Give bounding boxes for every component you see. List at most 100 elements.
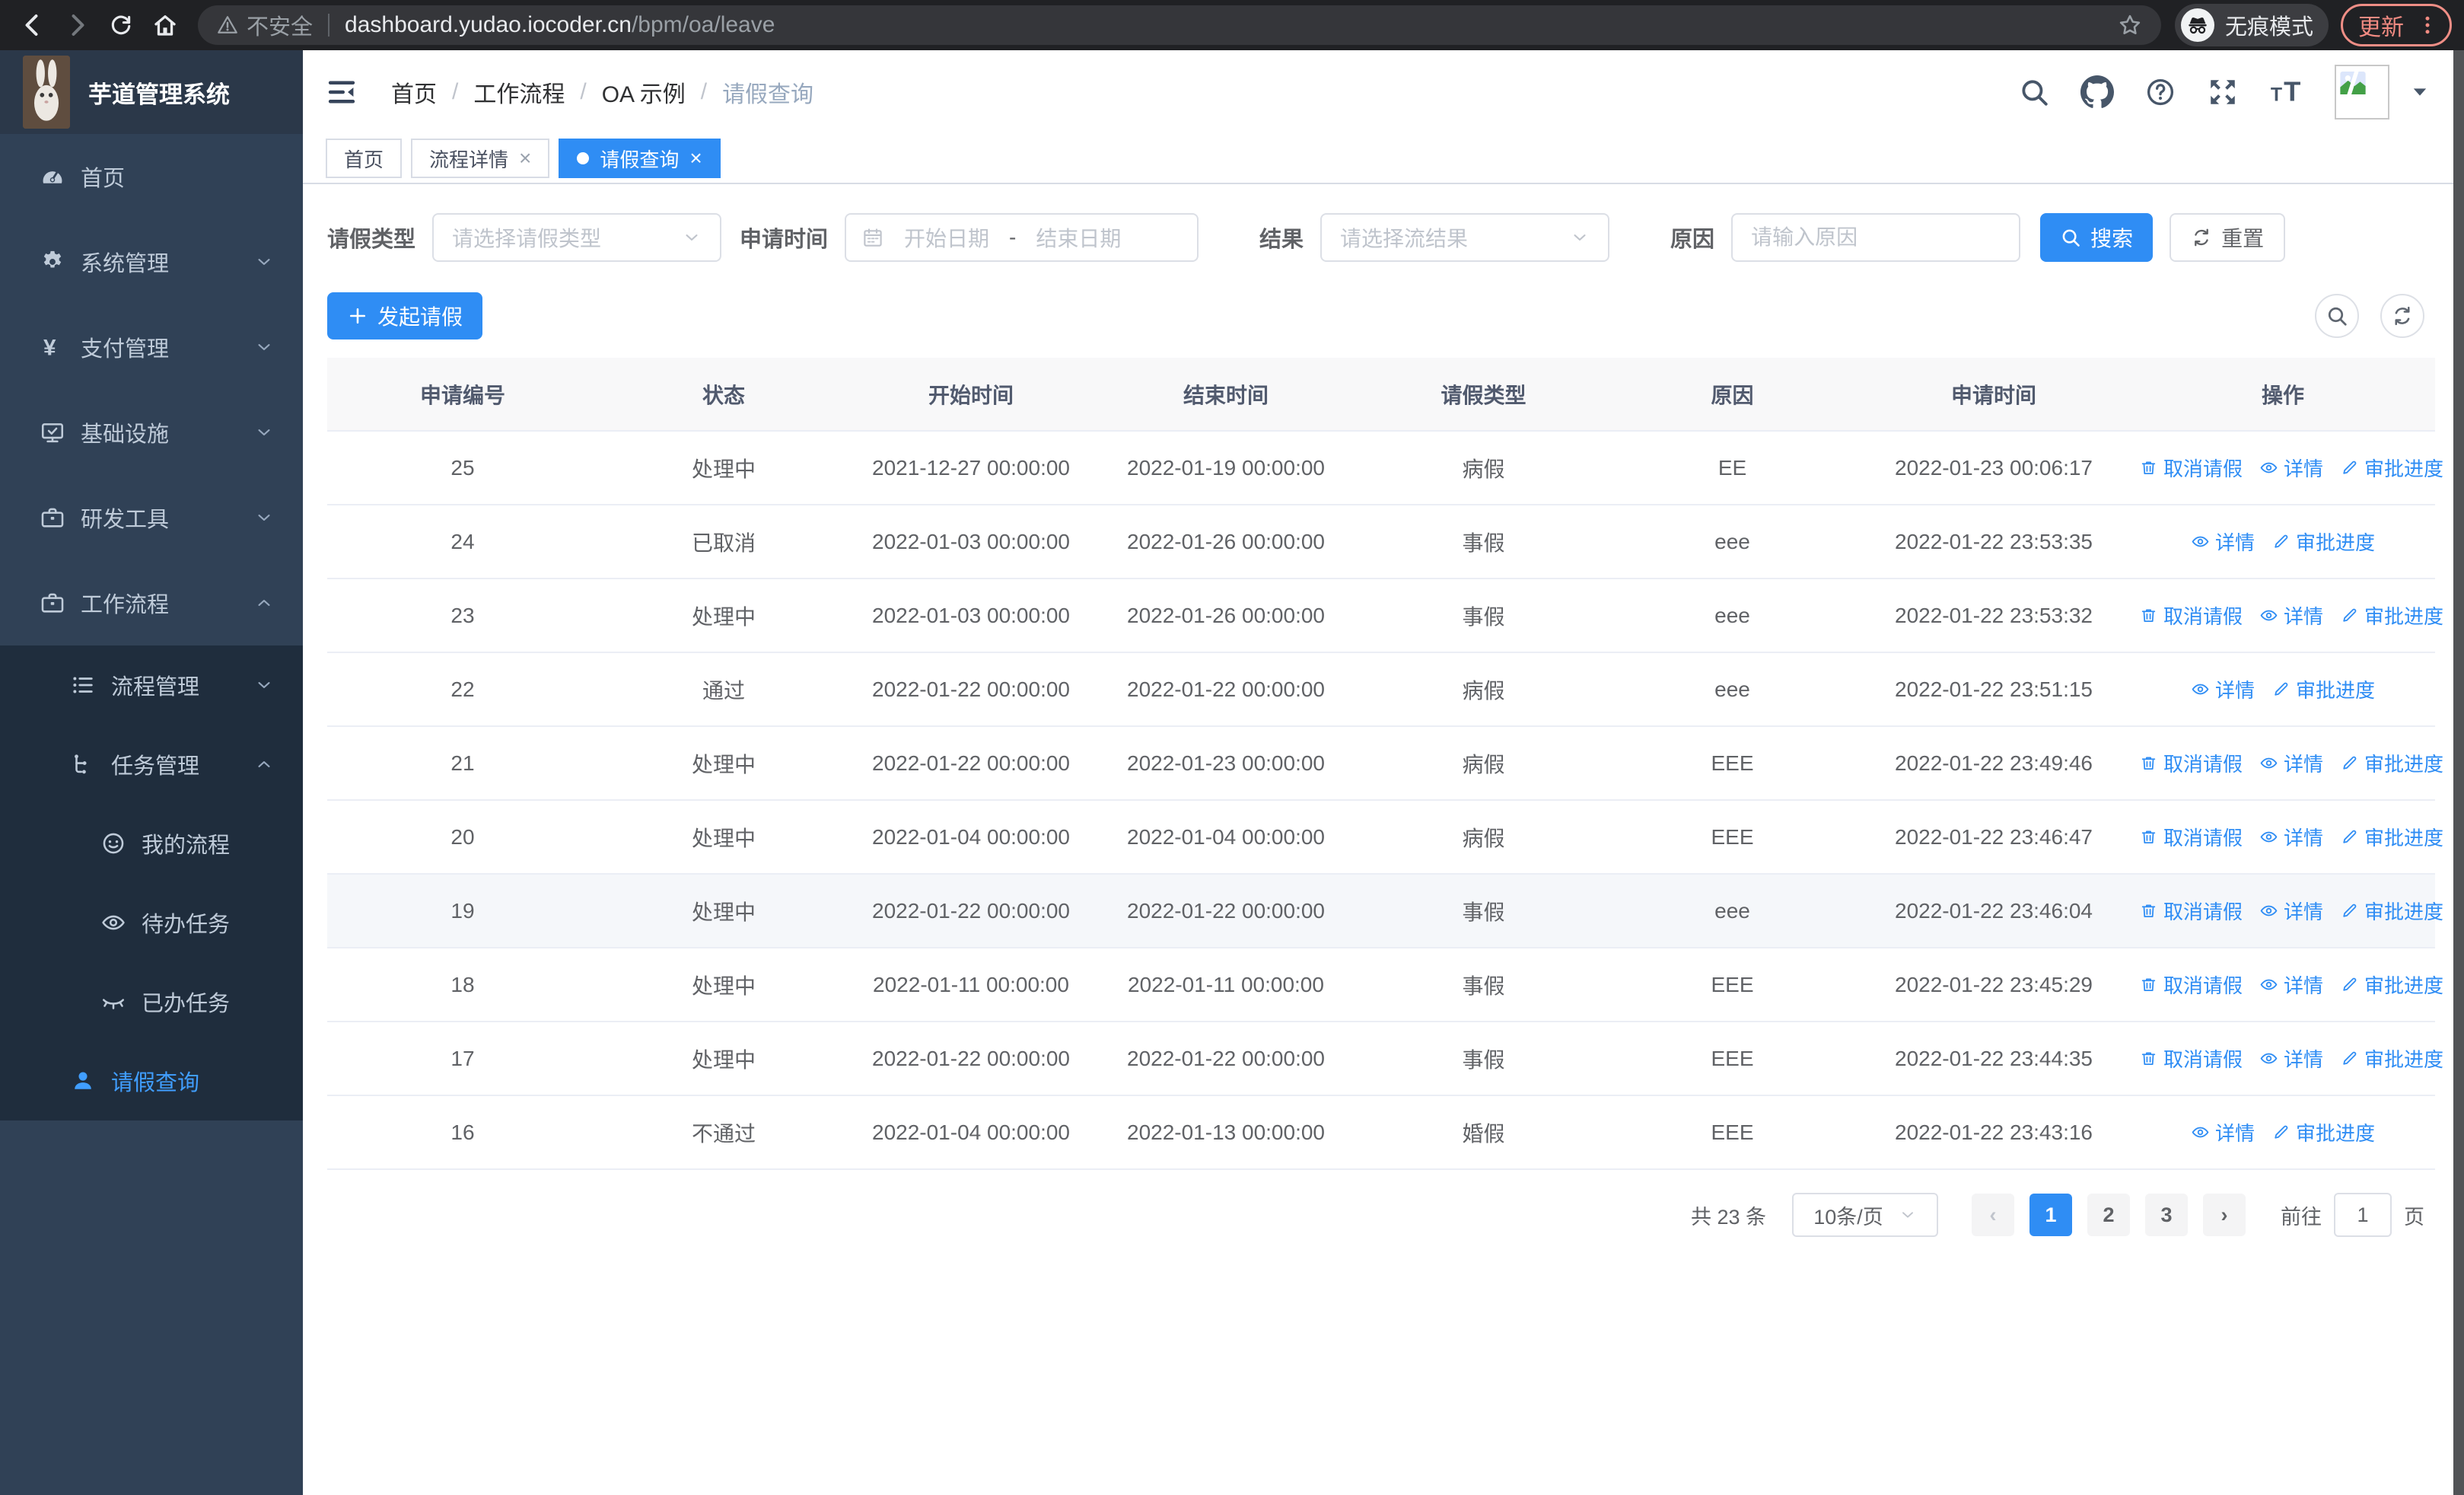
column-header[interactable]: 申请编号 (327, 358, 598, 432)
detail-link[interactable]: 详情 (2191, 1118, 2255, 1146)
security-status[interactable]: 不安全 (216, 9, 313, 41)
search-button[interactable]: 搜索 (2040, 213, 2154, 262)
refresh-table-button[interactable] (2380, 294, 2424, 338)
breadcrumb-item[interactable]: OA 示例 (601, 82, 686, 107)
page-button-2[interactable]: 2 (2087, 1194, 2130, 1236)
sidebar-item-process-mgmt[interactable]: 流程管理 (0, 645, 303, 725)
prev-page-button[interactable]: ‹ (1972, 1194, 2014, 1236)
browser-menu-icon[interactable] (2416, 14, 2439, 37)
sidebar-item-task-mgmt[interactable]: 任务管理 (0, 725, 303, 804)
browser-forward-icon[interactable] (55, 3, 99, 47)
approval-progress-link[interactable]: 审批进度 (2340, 749, 2443, 777)
sidebar-item-todo-task[interactable]: 待办任务 (0, 883, 303, 962)
column-header[interactable]: 状态 (598, 358, 849, 432)
collapse-sidebar-icon[interactable] (326, 76, 358, 108)
cell-apply-time: 2022-01-22 23:53:32 (1857, 579, 2131, 653)
cell-status: 处理中 (598, 431, 849, 505)
approval-progress-link[interactable]: 审批进度 (2340, 454, 2443, 482)
approval-progress-link[interactable]: 审批进度 (2340, 1044, 2443, 1073)
eye-open-icon (2259, 827, 2278, 846)
cancel-leave-link[interactable]: 取消请假 (2139, 897, 2243, 925)
cell-end-time: 2022-01-11 00:00:00 (1093, 948, 1359, 1022)
cell-apply-id: 21 (327, 726, 598, 801)
tab-process-detail[interactable]: 流程详情 × (411, 139, 550, 178)
detail-link[interactable]: 详情 (2259, 601, 2323, 630)
sidebar-item-payment[interactable]: ¥ 支付管理 (0, 304, 303, 390)
avatar[interactable] (2335, 65, 2389, 120)
github-icon[interactable] (2080, 75, 2114, 109)
pagination-total: 共 23 条 (1690, 1205, 1766, 1229)
breadcrumb-item[interactable]: 工作流程 (473, 82, 565, 107)
next-page-button[interactable]: › (2203, 1194, 2246, 1236)
window-scrollbar[interactable] (2453, 50, 2464, 1495)
page-size-select[interactable]: 10条/页 (1792, 1193, 1938, 1237)
goto-page-input[interactable] (2334, 1193, 2392, 1237)
detail-link[interactable]: 详情 (2259, 897, 2323, 925)
browser-back-icon[interactable] (11, 3, 55, 47)
cell-status: 处理中 (598, 874, 849, 948)
detail-link[interactable]: 详情 (2259, 749, 2323, 777)
hide-search-button[interactable] (2315, 294, 2359, 338)
approval-progress-link[interactable]: 审批进度 (2340, 601, 2443, 630)
approval-progress-link[interactable]: 审批进度 (2271, 1118, 2375, 1146)
fullscreen-icon[interactable] (2207, 76, 2239, 108)
breadcrumb-item[interactable]: 首页 (391, 82, 437, 107)
approval-progress-link[interactable]: 审批进度 (2340, 897, 2443, 925)
tab-leave-query[interactable]: 请假查询 × (559, 139, 721, 178)
cell-end-time: 2022-01-04 00:00:00 (1093, 800, 1359, 875)
detail-link[interactable]: 详情 (2259, 971, 2323, 999)
apply-time-range-picker[interactable]: 开始日期 - 结束日期 (845, 213, 1199, 262)
detail-link[interactable]: 详情 (2191, 675, 2255, 703)
page-button-3[interactable]: 3 (2145, 1194, 2188, 1236)
cancel-leave-link[interactable]: 取消请假 (2139, 601, 2243, 630)
page-button-1[interactable]: 1 (2029, 1194, 2072, 1236)
sidebar-item-leave-query[interactable]: 请假查询 (0, 1041, 303, 1120)
sidebar-item-done-task[interactable]: 已办任务 (0, 962, 303, 1041)
column-header[interactable]: 申请时间 (1857, 358, 2131, 432)
cancel-leave-link[interactable]: 取消请假 (2139, 749, 2243, 777)
browser-home-icon[interactable] (143, 3, 187, 47)
tab-home[interactable]: 首页 (326, 139, 403, 178)
browser-update-button[interactable]: 更新 (2341, 4, 2453, 46)
help-icon[interactable] (2144, 76, 2176, 108)
cancel-leave-link[interactable]: 取消请假 (2139, 1044, 2243, 1073)
browser-reload-icon[interactable] (99, 3, 143, 47)
sidebar-item-workflow[interactable]: 工作流程 (0, 560, 303, 645)
bookmark-star-icon[interactable] (2117, 12, 2143, 38)
sidebar-item-system[interactable]: 系统管理 (0, 219, 303, 304)
approval-progress-link[interactable]: 审批进度 (2271, 675, 2375, 703)
cell-actions: 取消请假 详情 审批进度 (2131, 431, 2443, 505)
detail-link[interactable]: 详情 (2191, 528, 2255, 556)
cancel-leave-link[interactable]: 取消请假 (2139, 971, 2243, 999)
column-header[interactable]: 请假类型 (1359, 358, 1608, 432)
cell-end-time: 2022-01-22 00:00:00 (1093, 1022, 1359, 1096)
approval-progress-link[interactable]: 审批进度 (2340, 823, 2443, 851)
logo[interactable]: 芋道管理系统 (0, 50, 303, 134)
cancel-leave-link[interactable]: 取消请假 (2139, 823, 2243, 851)
leave-type-select[interactable]: 请选择请假类型 (432, 213, 722, 262)
column-header[interactable]: 原因 (1608, 358, 1857, 432)
sidebar-item-dev-tools[interactable]: 研发工具 (0, 475, 303, 560)
detail-link[interactable]: 详情 (2259, 823, 2323, 851)
column-header[interactable]: 开始时间 (849, 358, 1093, 432)
cancel-leave-link[interactable]: 取消请假 (2139, 454, 2243, 482)
column-header[interactable]: 操作 (2131, 358, 2435, 432)
create-leave-button[interactable]: 发起请假 (327, 292, 483, 339)
chevron-down-icon[interactable] (2409, 81, 2431, 103)
url-bar[interactable]: 不安全 dashboard.yudao.iocoder.cn/bpm/oa/le… (198, 5, 2161, 45)
approval-progress-link[interactable]: 审批进度 (2271, 528, 2375, 556)
search-icon[interactable] (2018, 76, 2050, 108)
sidebar-item-home[interactable]: 首页 (0, 134, 303, 219)
close-tab-icon[interactable]: × (689, 146, 702, 170)
detail-link[interactable]: 详情 (2259, 1044, 2323, 1073)
sidebar-item-infrastructure[interactable]: 基础设施 (0, 390, 303, 475)
sidebar-item-my-process[interactable]: 我的流程 (0, 804, 303, 883)
result-select[interactable]: 请选择流结果 (1320, 213, 1610, 262)
column-header[interactable]: 结束时间 (1093, 358, 1359, 432)
reset-button[interactable]: 重置 (2170, 213, 2286, 262)
close-tab-icon[interactable]: × (519, 146, 532, 170)
detail-link[interactable]: 详情 (2259, 454, 2323, 482)
approval-progress-link[interactable]: 审批进度 (2340, 971, 2443, 999)
reason-input[interactable] (1731, 213, 2021, 262)
